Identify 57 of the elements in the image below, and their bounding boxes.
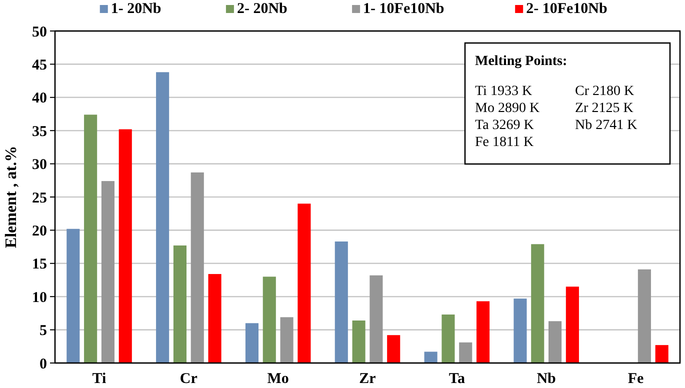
y-tick-label: 45: [32, 57, 47, 74]
annotation: Fe 1811 K: [475, 135, 534, 150]
y-tick-label: 20: [32, 223, 47, 240]
bar: [476, 301, 490, 363]
bar: [638, 269, 651, 363]
bar: [424, 352, 438, 363]
bar: [156, 72, 170, 363]
bar: [280, 317, 294, 363]
annotation: Ta 3269 K: [475, 118, 534, 133]
x-tick-label: Ti: [92, 371, 106, 387]
x-tick-label: Nb: [536, 371, 556, 387]
bar: [66, 228, 80, 363]
annotation: Nb 2741 K: [575, 118, 638, 133]
y-tick-label: 35: [32, 124, 47, 140]
bar: [442, 314, 455, 363]
annotation: Mo 2890 K: [475, 101, 540, 116]
legend-label: 2- 20Nb: [236, 1, 288, 17]
bar: [531, 244, 544, 363]
x-tick-label: Mo: [267, 371, 289, 387]
x-tick-label: Ta: [448, 371, 466, 387]
legend-label: 1- 10Fe10Nb: [363, 1, 444, 17]
annotation: Cr 2180 K: [575, 84, 634, 99]
y-tick-label: 40: [32, 90, 47, 107]
y-axis-title: Element , at.%: [3, 146, 20, 248]
annotation: Melting Points:: [475, 54, 568, 69]
x-tick-label: Cr: [180, 371, 198, 387]
bar: [387, 335, 400, 363]
bar: [298, 204, 311, 363]
bar: [334, 241, 348, 363]
y-tick-label: 5: [40, 323, 47, 340]
x-tick-label: Fe: [628, 371, 644, 387]
y-tick-label: 0: [40, 356, 47, 372]
y-tick-label: 15: [32, 256, 47, 273]
bar: [352, 320, 366, 363]
bar: [245, 323, 259, 363]
annotation: Zr 2125 K: [575, 101, 634, 116]
y-tick-label: 10: [32, 290, 47, 306]
bar: [262, 276, 276, 363]
bar: [459, 342, 472, 363]
y-tick-label: 30: [32, 157, 47, 174]
bar: [566, 286, 579, 363]
bar: [370, 275, 383, 363]
bar: [514, 298, 527, 363]
y-tick-label: 50: [32, 24, 47, 40]
bar: [101, 181, 114, 363]
bar: [118, 129, 132, 363]
annotation: Ti 1933 K: [475, 84, 532, 99]
bar: [655, 345, 668, 363]
bar: [173, 245, 186, 363]
y-tick-label: 25: [32, 190, 47, 206]
legend-label: 2- 10Fe10Nb: [526, 1, 608, 17]
bar: [190, 172, 204, 363]
bar: [208, 274, 222, 363]
bar: [84, 114, 98, 363]
x-tick-label: Zr: [359, 371, 376, 387]
bar: [548, 321, 562, 363]
legend-label: 1- 20Nb: [110, 1, 162, 17]
